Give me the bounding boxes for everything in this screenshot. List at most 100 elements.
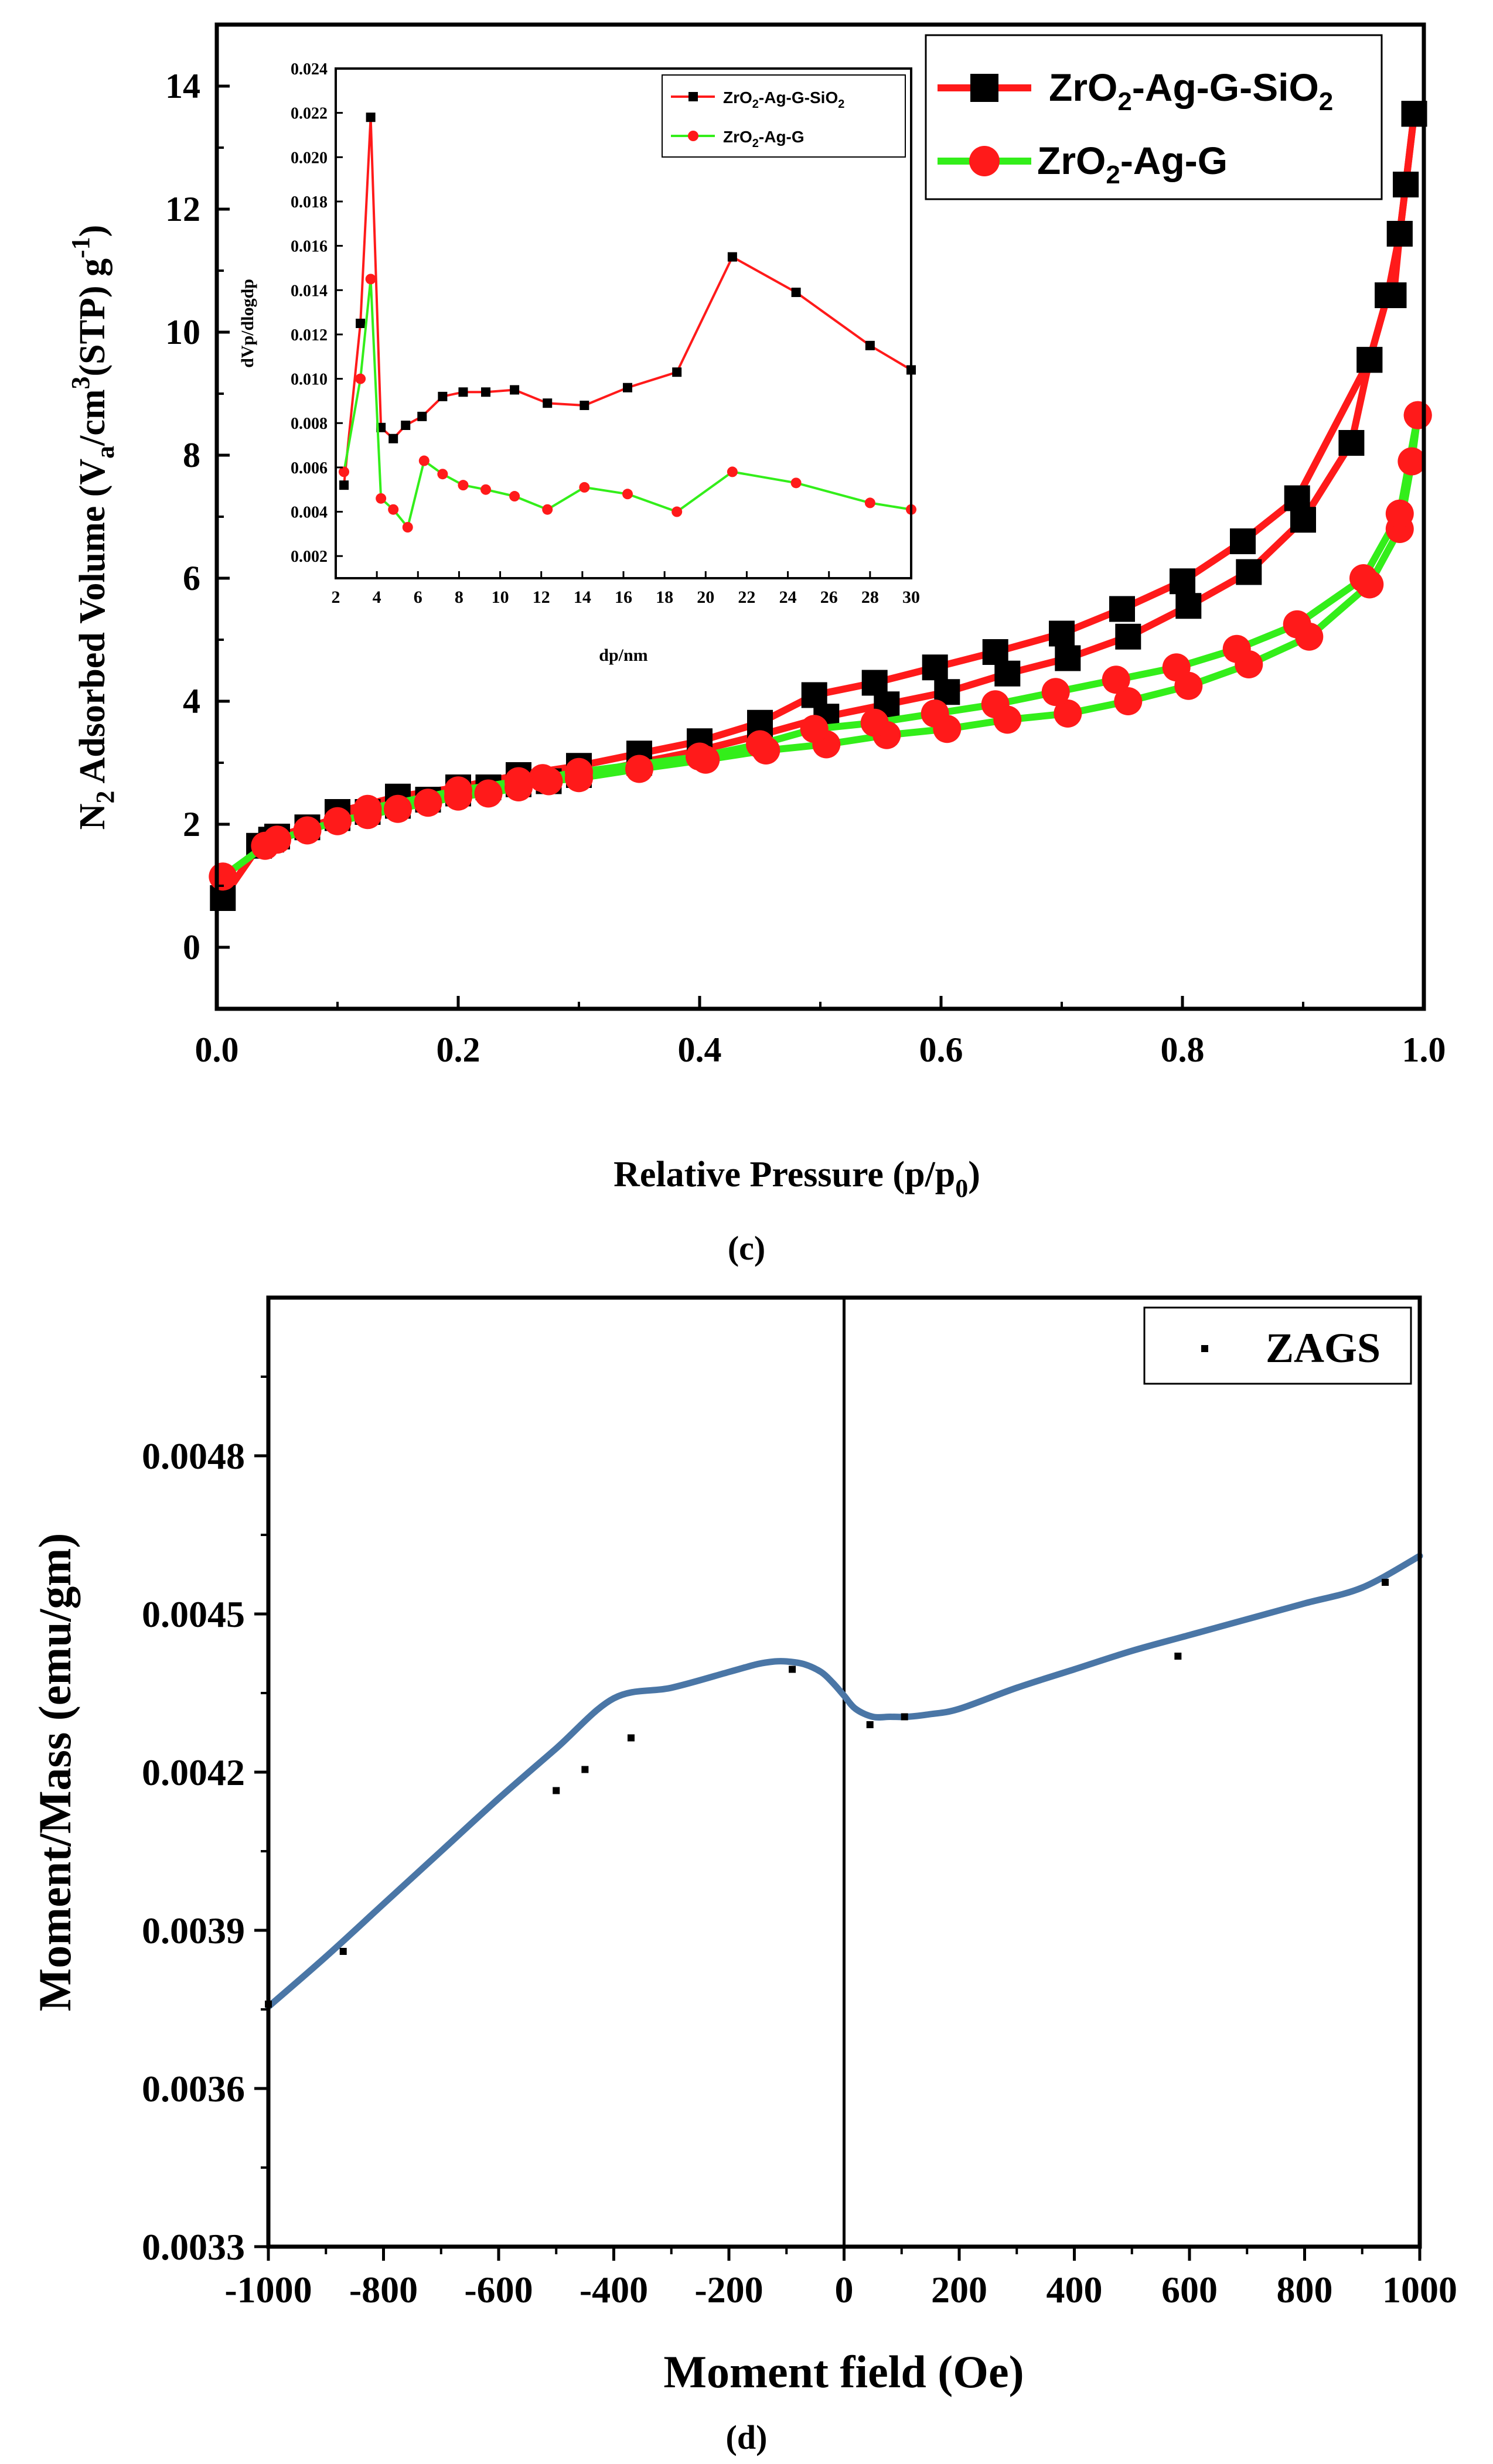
data-point-zrsio2-adsorption bbox=[1115, 623, 1141, 650]
y-tick-label: 0.0042 bbox=[142, 1752, 245, 1793]
data-point-zrsio2-desorption bbox=[1393, 172, 1419, 197]
x-tick-label: 200 bbox=[931, 2269, 987, 2311]
inset-data-point-zrsio2 bbox=[580, 400, 589, 410]
inset-data-point-zrsio2 bbox=[543, 398, 553, 408]
inset-x-tick-label: 26 bbox=[820, 588, 838, 607]
panel-d-magnetization: -1000 -800 -600 -400 -200 0 200 400 600 800 1000 0… bbox=[29, 1295, 1457, 2456]
panel-c-x-ticks: 0.0 0.2 0.4 0.6 0.8 1.0 bbox=[195, 996, 1446, 1069]
panel-d-x-ticks: -1000 -800 -600 -400 -200 0 200 400 600 800 1000 bbox=[224, 2247, 1457, 2311]
inset-data-point-zrsio2 bbox=[791, 288, 801, 298]
inset-y-tick-label: 0.012 bbox=[291, 326, 328, 344]
data-point-zrsio2-adsorption bbox=[1338, 430, 1365, 456]
inset-x-tick-label: 22 bbox=[738, 588, 755, 607]
inset-series-line-zrsio2 bbox=[343, 116, 912, 486]
inset-x-axis-label: dp/nm bbox=[599, 646, 647, 665]
inset-data-point-zrsio2 bbox=[401, 421, 411, 430]
inset-data-point-zrag bbox=[790, 477, 802, 489]
inset-x-ticks: 2 4 6 8 10 12 14 16 18 20 22 24 26 28 30 bbox=[332, 571, 920, 607]
data-point-zrsio2-desorption bbox=[1375, 282, 1401, 308]
panel-c-legend-box bbox=[925, 34, 1383, 200]
data-point-zags bbox=[901, 1713, 908, 1721]
inset-y-tick-label: 0.014 bbox=[291, 282, 328, 300]
inset-data-point-zrsio2 bbox=[458, 387, 468, 397]
x-tick-label: -1000 bbox=[224, 2269, 312, 2311]
inset-data-point-zrsio2 bbox=[339, 480, 349, 490]
inset-x-tick-label: 8 bbox=[455, 588, 463, 607]
data-point-zrag-desorption bbox=[1385, 499, 1414, 528]
inset-x-tick-label: 10 bbox=[492, 588, 509, 607]
data-point-zrsio2-desorption bbox=[861, 670, 888, 696]
data-point-zrag-desorption bbox=[1222, 634, 1251, 663]
inset-x-tick-label: 18 bbox=[656, 588, 673, 607]
data-point-zrsio2-desorption bbox=[982, 639, 1008, 665]
inset-y-tick-label: 0.006 bbox=[291, 459, 328, 477]
x-tick-label: 0 bbox=[835, 2269, 854, 2311]
data-point-zrsio2-desorption bbox=[1356, 347, 1383, 373]
data-point-zrag-desorption bbox=[1041, 678, 1070, 707]
x-tick-label: 1000 bbox=[1382, 2269, 1457, 2311]
inset-data-point-zrag bbox=[727, 466, 738, 477]
inset-y-tick-label: 0.004 bbox=[291, 504, 328, 522]
legend-label-zrag: ZrO2-Ag-G bbox=[1037, 139, 1228, 189]
inset-legend: ZrO2-Ag-G-SiO2 ZrO2-Ag-G bbox=[662, 74, 906, 158]
inset-data-point-zrsio2 bbox=[623, 383, 633, 393]
data-point-zrsio2-desorption bbox=[1049, 620, 1075, 647]
series-line-zrsio2-adsorption bbox=[220, 113, 1418, 900]
panel-c-legend: ZrO2-Ag-G-SiO2 ZrO2-Ag-G bbox=[925, 34, 1383, 200]
x-tick-label: -600 bbox=[464, 2269, 533, 2311]
y-tick-label: 0.0045 bbox=[142, 1593, 245, 1635]
series-line-zrag-desorption bbox=[367, 414, 1422, 813]
panel-d-legend-box bbox=[1143, 1306, 1412, 1385]
inset-data-point-zrag bbox=[402, 522, 413, 533]
inset-data-point-zrsio2 bbox=[481, 387, 491, 397]
panel-d-x-axis-label: Moment field (Oe) bbox=[663, 2346, 1024, 2397]
inset-data-point-zrsio2 bbox=[510, 385, 520, 395]
data-point-zrag-adsorption bbox=[474, 779, 503, 808]
inset-y-tick-label: 0.024 bbox=[291, 60, 328, 79]
data-point-zrag-desorption bbox=[1162, 653, 1191, 682]
data-point-zrag-adsorption bbox=[1054, 699, 1082, 728]
data-point-zrsio2-desorption bbox=[1109, 596, 1135, 622]
data-point-zrsio2-adsorption bbox=[1055, 645, 1081, 671]
x-tick-label: -200 bbox=[694, 2269, 763, 2311]
data-point-zags bbox=[581, 1766, 589, 1773]
legend-marker-zrsio2 bbox=[970, 74, 998, 102]
data-point-zags bbox=[866, 1721, 874, 1728]
data-point-zrag-desorption bbox=[1283, 610, 1311, 639]
inset-legend-marker-zrag bbox=[688, 131, 698, 141]
x-tick-label: 0.2 bbox=[437, 1030, 480, 1069]
x-tick-label: -400 bbox=[580, 2269, 648, 2311]
panel-c-inset-pore-size: 2 4 6 8 10 12 14 16 18 20 22 24 26 28 30 0.0020.0040.0… bbox=[238, 60, 920, 665]
x-tick-label: 400 bbox=[1047, 2269, 1103, 2311]
inset-y-tick-label: 0.002 bbox=[291, 548, 328, 566]
inset-data-point-zrsio2 bbox=[366, 112, 376, 122]
legend-marker-zrag bbox=[969, 146, 1000, 176]
inset-data-point-zrag bbox=[542, 504, 553, 515]
inset-y-tick-label: 0.022 bbox=[291, 105, 328, 123]
inset-x-tick-label: 12 bbox=[533, 588, 550, 607]
data-point-zrag-desorption bbox=[444, 776, 472, 805]
data-point-zrsio2-adsorption bbox=[1290, 507, 1316, 533]
data-point-zags bbox=[789, 1666, 796, 1673]
inset-legend-marker-zrsio2 bbox=[688, 92, 698, 101]
y-tick-label: 0 bbox=[183, 928, 200, 967]
data-point-zrsio2-desorption bbox=[1284, 485, 1310, 511]
data-point-zrag-adsorption bbox=[323, 807, 352, 835]
panel-d-legend-label: ZAGS bbox=[1266, 1325, 1380, 1371]
inset-data-point-zrsio2 bbox=[356, 319, 366, 328]
data-point-zrag-desorption bbox=[860, 708, 889, 737]
inset-x-tick-label: 28 bbox=[861, 588, 879, 607]
data-point-zrsio2-desorption bbox=[1230, 528, 1256, 554]
inset-data-point-zrag bbox=[480, 484, 492, 495]
data-point-zrag-desorption bbox=[1403, 401, 1432, 429]
data-point-zrag-desorption bbox=[981, 690, 1010, 719]
inset-y-tick-label: 0.020 bbox=[291, 149, 328, 167]
data-point-zrsio2-adsorption bbox=[1175, 593, 1202, 619]
legend-label-zrsio2: ZrO2-Ag-G-SiO2 bbox=[1049, 66, 1333, 116]
panel-d-y-ticks: 0.0033 0.0036 0.0039 0.0042 0.0045 0.0048 bbox=[142, 1376, 268, 2268]
data-point-zrag-desorption bbox=[746, 730, 774, 759]
inset-data-point-zrag bbox=[671, 506, 683, 517]
inset-data-point-zrag bbox=[418, 455, 430, 466]
inset-data-point-zrag bbox=[579, 482, 590, 493]
